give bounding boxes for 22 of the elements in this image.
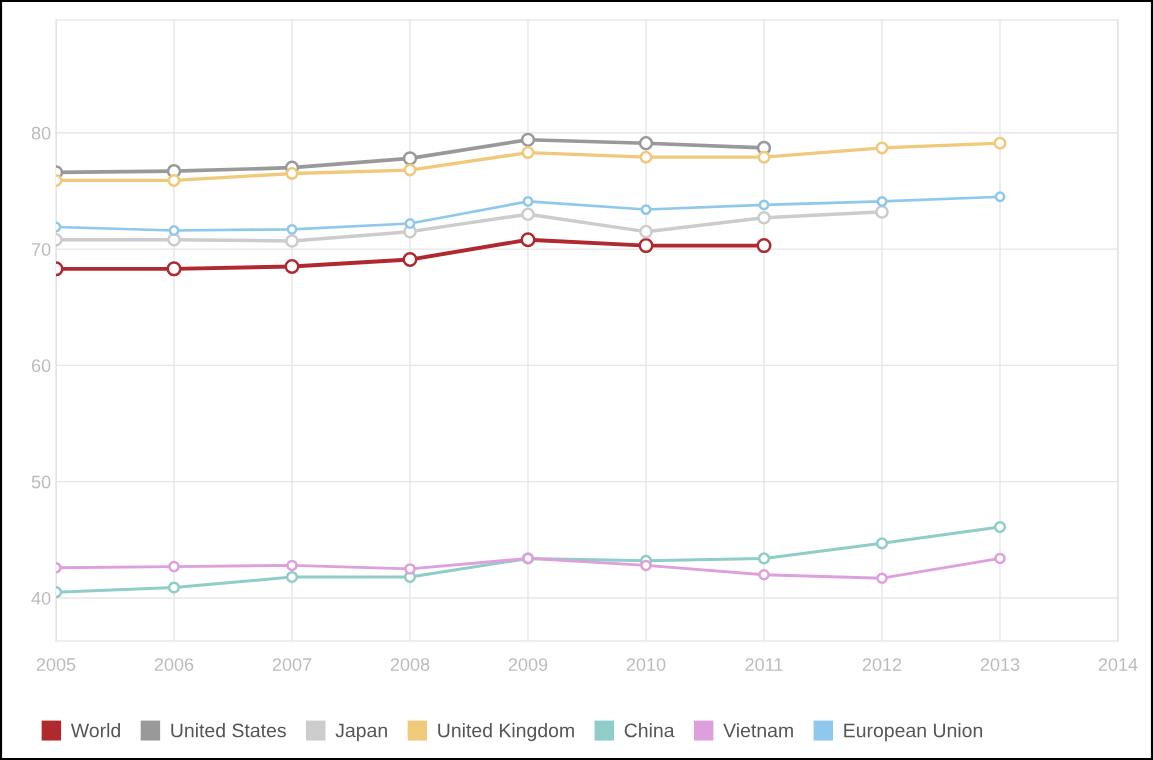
y-tick-label: 70 [31,243,51,256]
x-tick-label: 2006 [154,658,194,671]
x-tick-label: 2011 [745,658,783,671]
legend-label: United Kingdom [438,723,574,742]
y-tick-label: 60 [31,359,51,373]
y-tick-label: 40 [31,591,51,605]
legend-label: World [70,723,120,738]
x-tick-label: 2009 [508,658,548,671]
x-tick-label: 2012 [862,658,902,671]
legend-label: Japan [335,723,387,742]
legend-label: United States [171,723,286,738]
x-tick-label: 2013 [980,658,1020,671]
y-tick-label: 50 [31,475,51,489]
x-tick-label: 2014 [1098,658,1138,671]
legend-label: European Union [844,723,983,742]
x-tick-label: 2005 [36,658,76,671]
y-tick-label: 80 [31,126,51,140]
legend-label: Vietnam [723,723,793,738]
x-tick-label: 2010 [626,658,666,671]
x-tick-label: 2007 [272,658,312,671]
x-tick-label: 2008 [390,658,430,671]
legend-label: China [624,723,675,738]
